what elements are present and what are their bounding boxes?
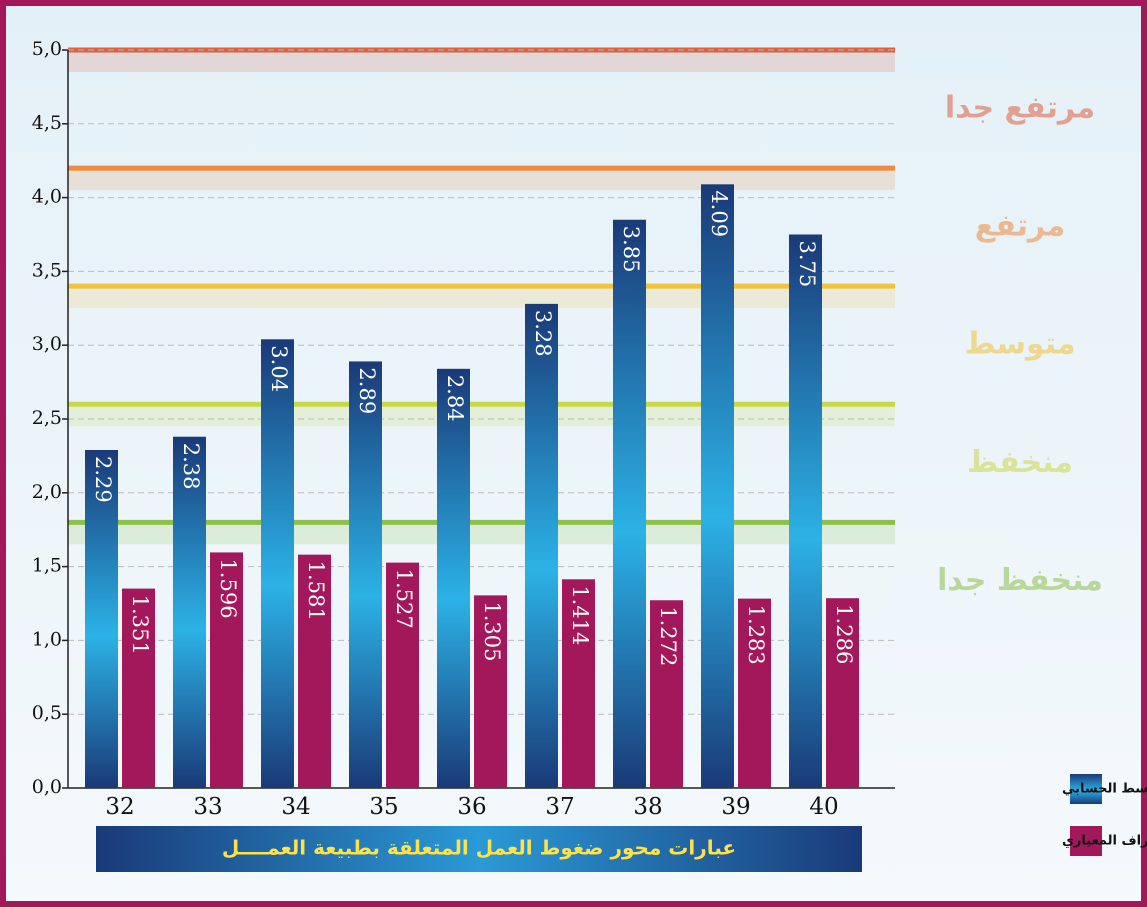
data-label: 2.84 [443, 375, 467, 422]
data-label: 1.286 [832, 604, 856, 664]
bar [474, 595, 507, 788]
data-label: 2.38 [179, 443, 203, 490]
level-label: مرتفع [975, 209, 1066, 244]
bar [210, 552, 243, 788]
y-tick-label: 5,0 [32, 38, 62, 60]
y-tick-label: 3,5 [32, 259, 62, 281]
data-label: 1.351 [128, 595, 152, 655]
data-label: 1.596 [216, 558, 240, 618]
bar [298, 554, 331, 788]
level-glow [68, 168, 895, 191]
data-label: 3.75 [795, 241, 819, 288]
level-glow [68, 404, 895, 427]
data-label: 4.09 [707, 190, 731, 237]
legend-label: الإنحراف المعياري [1062, 834, 1147, 849]
y-tick-label: 0,5 [32, 702, 62, 724]
data-label: 1.527 [392, 569, 416, 629]
level-glow [68, 50, 895, 72]
data-label: 2.89 [355, 367, 379, 414]
data-label: 1.283 [744, 605, 768, 665]
bar [826, 598, 859, 788]
data-label: 1.305 [480, 601, 504, 661]
y-tick-label: 2,0 [32, 481, 62, 503]
data-label: 1.581 [304, 561, 328, 621]
x-tick-label: 39 [721, 794, 750, 820]
level-label: مرتفع جدا [945, 91, 1095, 126]
x-tick-label: 36 [457, 794, 486, 820]
data-label: 1.414 [568, 585, 592, 645]
level-glow [68, 286, 895, 309]
data-label: 2.29 [91, 456, 115, 503]
y-tick-label: 4,0 [32, 186, 62, 208]
bar [261, 339, 294, 788]
x-tick-label: 33 [193, 794, 222, 820]
bar [349, 361, 382, 788]
bar [701, 184, 734, 789]
y-tick-label: 3,0 [32, 333, 62, 355]
level-label: منخفظ جدا [937, 563, 1103, 598]
bar [386, 562, 419, 788]
data-label: 1.272 [656, 606, 680, 666]
x-tick-label: 32 [105, 794, 134, 820]
bar [85, 449, 118, 788]
legend-swatch [1070, 826, 1102, 856]
legend-swatch [1070, 774, 1102, 804]
bar [525, 303, 558, 788]
bar [173, 436, 206, 788]
data-label: 3.04 [267, 345, 291, 392]
x-tick-label: 40 [809, 794, 838, 820]
x-tick-label: 35 [369, 794, 398, 820]
y-tick-label: 1,5 [32, 555, 62, 577]
bar [437, 368, 470, 788]
bar [789, 234, 822, 788]
y-tick-label: 1,0 [32, 628, 62, 650]
bar [650, 600, 683, 788]
y-tick-label: 4,5 [32, 112, 62, 134]
bar [613, 219, 646, 789]
data-label: 3.85 [619, 226, 643, 273]
bar [738, 598, 771, 788]
y-tick-label: 2,5 [32, 407, 62, 429]
bar [562, 579, 595, 788]
bar [122, 588, 155, 788]
x-banner [96, 826, 862, 872]
level-label: منخفظ [967, 445, 1073, 480]
y-tick-label: 0,0 [32, 776, 62, 798]
x-tick-label: 37 [545, 794, 574, 820]
level-label: متوسط [964, 327, 1075, 362]
data-label: 3.28 [531, 310, 555, 357]
x-tick-label: 38 [633, 794, 662, 820]
legend-label: المتوسط الحسابي [1062, 782, 1147, 797]
x-tick-label: 34 [281, 794, 310, 820]
x-axis-title: عبارات محور ضغوط العمل المتعلقة بطبيعة ا… [222, 836, 736, 860]
